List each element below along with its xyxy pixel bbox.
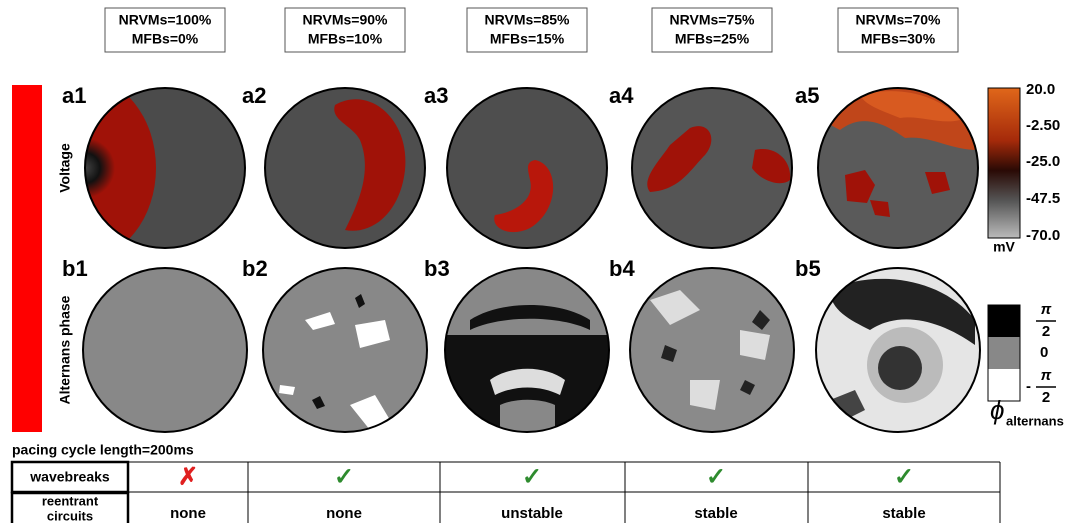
row-label: Alternans phase [57,295,73,404]
panel-label: a1 [62,83,86,108]
wavebreak-mark: ✓ [334,463,354,490]
condition-label: MFBs=15% [490,31,565,47]
condition-box [651,7,773,53]
colorbar-unit: mV [993,239,1015,255]
condition-label: MFBs=25% [675,31,750,47]
condition-box [466,7,588,53]
condition-box [284,7,406,53]
wavebreak-mark: ✓ [522,463,542,490]
panel-label: b4 [609,256,635,281]
condition-label: NRVMs=85% [485,12,571,28]
reentrant-value: stable [882,505,925,522]
colorbar-tick: π [1041,301,1052,318]
phase-symbol: ϕ [990,395,1004,425]
panel-label: b2 [242,256,268,281]
table-header: circuits [47,508,93,523]
table-frame [10,460,1001,523]
phase-colorbar [987,304,1021,402]
panel-label: a2 [242,83,266,108]
phase-map [82,267,981,433]
condition-label: MFBs=10% [308,31,383,47]
colorbar-tick: 0 [1040,344,1048,361]
condition-box [837,7,959,53]
row-label: Voltage [57,143,73,193]
pacing-label: pacing cycle length=200ms [12,442,194,458]
colorbar-tick: -70.0 [1026,227,1060,244]
wavebreak-mark: ✓ [706,463,726,490]
table-header: reentrant [42,493,99,508]
panel-label: a5 [795,83,819,108]
panel-label: a4 [609,83,634,108]
condition-label: NRVMs=100% [119,12,212,28]
condition-label: NRVMs=70% [856,12,942,28]
condition-box [104,7,226,53]
colorbar-tick: 20.0 [1026,81,1055,98]
panel-label: b1 [62,256,88,281]
voltage-map [84,87,979,249]
voltage-colorbar [987,87,1021,239]
colorbar-tick: -47.5 [1026,190,1060,207]
table-header: wavebreaks [29,469,110,485]
colorbar-tick: 2 [1042,323,1050,340]
phase-subscript: alternans [1006,413,1064,428]
reentrant-value: none [170,505,206,522]
condition-label: MFBs=0% [132,31,199,47]
colorbar-tick: 2 [1042,389,1050,406]
reentrant-value: stable [694,505,737,522]
colorbar-tick: - [1026,378,1031,395]
condition-label: MFBs=30% [861,31,936,47]
colorbar-tick: -25.0 [1026,153,1060,170]
reentrant-value: unstable [501,505,563,522]
wavebreak-mark: ✓ [894,463,914,490]
red-bar [12,85,42,432]
panel-label: b5 [795,256,821,281]
condition-label: NRVMs=75% [670,12,756,28]
panel-label: a3 [424,83,448,108]
colorbar-tick: -2.50 [1026,117,1060,134]
colorbar-tick: π [1041,367,1052,384]
condition-label: NRVMs=90% [303,12,389,28]
panel-label: b3 [424,256,450,281]
reentrant-value: none [326,505,362,522]
wavebreak-mark: ✗ [178,463,198,490]
